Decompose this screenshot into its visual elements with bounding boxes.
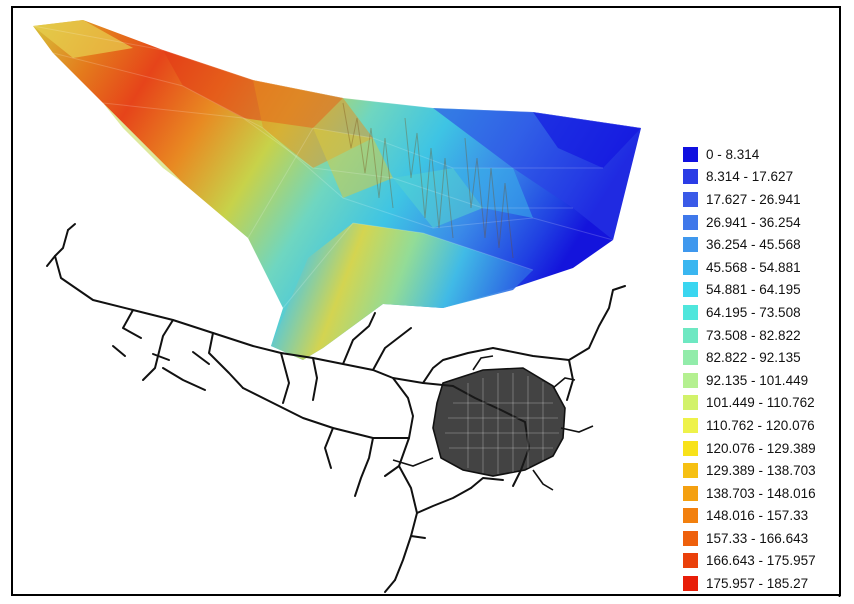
legend-label: 110.762 - 120.076 xyxy=(706,417,815,433)
legend-swatch xyxy=(683,214,698,230)
legend-label: 64.195 - 73.508 xyxy=(706,304,801,320)
legend-label: 54.881 - 64.195 xyxy=(706,282,801,298)
legend-item: 120.076 - 129.389 xyxy=(683,437,838,460)
elevation-surface xyxy=(32,20,642,360)
legend-label: 8.314 - 17.627 xyxy=(706,169,794,185)
legend-label: 157.33 - 166.643 xyxy=(706,530,809,546)
legend-swatch xyxy=(683,417,698,433)
legend-label: 120.076 - 129.389 xyxy=(706,440,816,456)
legend-swatch xyxy=(683,553,698,569)
legend-item: 45.568 - 54.881 xyxy=(683,256,838,279)
legend-item: 64.195 - 73.508 xyxy=(683,301,838,324)
legend-item: 175.957 - 185.27 xyxy=(683,572,838,595)
legend-item: 17.627 - 26.941 xyxy=(683,188,838,211)
legend-item: 129.389 - 138.703 xyxy=(683,459,838,482)
legend-item: 101.449 - 110.762 xyxy=(683,392,838,415)
legend-label: 36.254 - 45.568 xyxy=(706,237,801,253)
legend-label: 166.643 - 175.957 xyxy=(706,553,816,569)
legend-swatch xyxy=(683,169,698,185)
legend-label: 129.389 - 138.703 xyxy=(706,463,816,479)
legend-swatch xyxy=(683,485,698,501)
legend-label: 73.508 - 82.822 xyxy=(706,327,801,343)
legend-label: 138.703 - 148.016 xyxy=(706,485,816,501)
trailing-mark: . xyxy=(837,581,843,601)
legend-label: 26.941 - 36.254 xyxy=(706,214,801,230)
legend-label: 92.135 - 101.449 xyxy=(706,372,809,388)
legend-swatch xyxy=(683,508,698,524)
legend-item: 0 - 8.314 xyxy=(683,143,838,166)
legend-swatch xyxy=(683,530,698,546)
legend-swatch xyxy=(683,350,698,366)
legend-item: 82.822 - 92.135 xyxy=(683,346,838,369)
legend-item: 157.33 - 166.643 xyxy=(683,527,838,550)
legend-item: 8.314 - 17.627 xyxy=(683,166,838,189)
map-frame: 0 - 8.314 8.314 - 17.627 17.627 - 26.941 26… xyxy=(11,6,842,600)
legend-swatch xyxy=(683,372,698,388)
legend-item: 73.508 - 82.822 xyxy=(683,324,838,347)
legend-item: 54.881 - 64.195 xyxy=(683,279,838,302)
legend-swatch xyxy=(683,327,698,343)
legend-item: 110.762 - 120.076 xyxy=(683,414,838,437)
legend-item: 36.254 - 45.568 xyxy=(683,233,838,256)
legend-swatch xyxy=(683,463,698,479)
legend-swatch xyxy=(683,259,698,275)
elevation-legend: 0 - 8.314 8.314 - 17.627 17.627 - 26.941 26… xyxy=(683,143,838,595)
legend-swatch xyxy=(683,440,698,456)
legend-swatch xyxy=(683,146,698,162)
legend-label: 0 - 8.314 xyxy=(706,146,760,162)
legend-item: 92.135 - 101.449 xyxy=(683,369,838,392)
legend-swatch xyxy=(683,304,698,320)
legend-label: 82.822 - 92.135 xyxy=(706,350,801,366)
legend-label: 17.627 - 26.941 xyxy=(706,191,801,207)
legend-label: 175.957 - 185.27 xyxy=(706,576,809,592)
legend-swatch xyxy=(683,191,698,207)
urban-area xyxy=(392,355,594,491)
legend-item: 138.703 - 148.016 xyxy=(683,482,838,505)
legend-item: 26.941 - 36.254 xyxy=(683,211,838,234)
map-canvas xyxy=(32,20,642,593)
legend-label: 148.016 - 157.33 xyxy=(706,508,809,524)
legend-swatch xyxy=(683,576,698,592)
legend-item: 148.016 - 157.33 xyxy=(683,505,838,528)
legend-label: 101.449 - 110.762 xyxy=(706,395,815,411)
legend-swatch xyxy=(683,395,698,411)
legend-swatch xyxy=(683,237,698,253)
legend-swatch xyxy=(683,282,698,298)
legend-label: 45.568 - 54.881 xyxy=(706,259,801,275)
legend-item: 166.643 - 175.957 xyxy=(683,550,838,573)
